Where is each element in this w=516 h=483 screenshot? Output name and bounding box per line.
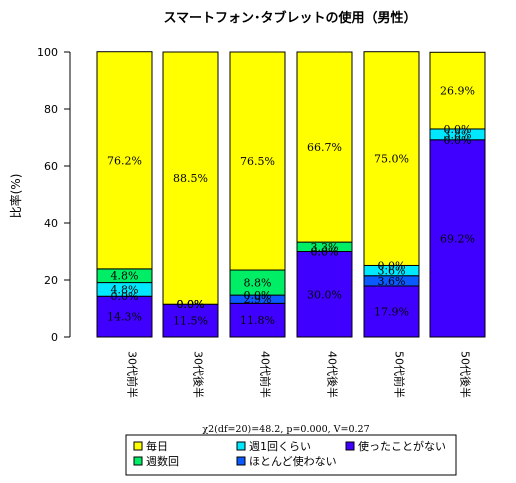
data-label: 4.8% (111, 283, 139, 296)
y-tick-label: 40 (44, 217, 58, 230)
y-tick-label: 80 (44, 103, 58, 116)
data-label: 3.3% (311, 241, 339, 254)
data-label: 11.5% (173, 315, 208, 328)
legend-swatch (133, 441, 143, 451)
chi-square-stat-text: χ2(df=20)=48.2, p=0.000, V=0.27 (202, 424, 369, 435)
data-label: 66.7% (307, 141, 342, 154)
bar-segment (162, 303, 219, 338)
legend-swatch (133, 456, 143, 466)
data-label: 0.0% (111, 290, 139, 303)
data-label: 2.9% (244, 293, 272, 306)
data-label: 14.3% (107, 311, 142, 324)
bar-segment (96, 51, 153, 270)
data-label: 0.0% (444, 123, 472, 136)
chart-title: スマートフォン･タブレットの使用（男性） (163, 10, 416, 26)
legend-label: ほとんど使わない (249, 455, 337, 468)
x-tick-label: 50代前半 (393, 351, 407, 398)
bar-segment (229, 51, 286, 271)
bar-segment (429, 51, 486, 130)
bar-segment (363, 51, 420, 266)
data-label: 0.0% (244, 289, 272, 302)
legend-swatch (236, 441, 246, 451)
data-label: 0.0% (311, 246, 339, 259)
data-label: 8.8% (244, 277, 272, 290)
data-labels-group: 14.3%0.0%4.8%4.8%76.2%11.5%0.0%0.0%0.0%8… (107, 85, 475, 328)
x-tick-label: 40代後半 (326, 351, 340, 398)
data-label: 0.0% (177, 298, 205, 311)
legend-label: 毎日 (146, 440, 168, 453)
data-label: 76.2% (107, 154, 142, 167)
data-label: 11.8% (240, 314, 275, 327)
data-label: 17.9% (374, 305, 409, 318)
x-tick-label: 50代後半 (459, 351, 473, 398)
legend-swatch (345, 441, 355, 451)
bar-segment (296, 51, 353, 243)
data-label: 0.0% (311, 246, 339, 259)
bar-segment (162, 51, 219, 305)
legend-swatch (236, 456, 246, 466)
y-tick-label: 20 (44, 274, 58, 287)
y-tick-label: 0 (51, 331, 58, 344)
y-axis: 0 20 40 60 80 100 (37, 46, 71, 344)
data-label: 4.8% (111, 270, 139, 283)
data-label: 26.9% (440, 85, 475, 98)
x-tick-label: 30代後半 (192, 351, 206, 398)
data-label: 69.2% (440, 232, 475, 245)
x-tick-label: 40代前半 (259, 351, 273, 398)
data-label: 3.6% (378, 265, 406, 278)
bar-segment (229, 269, 286, 296)
bar-segment (96, 295, 153, 338)
bars-group (96, 51, 486, 338)
x-tick-label: 30代前半 (126, 351, 140, 398)
data-label: 30.0% (307, 288, 342, 301)
data-label: 76.5% (240, 155, 275, 168)
y-tick-label: 60 (44, 160, 58, 173)
legend-label: 週1回くらい (249, 440, 311, 453)
x-tick-labels: 30代前半 30代後半 40代前半 40代後半 50代前半 50代後半 (126, 351, 473, 398)
bar-segment (296, 251, 353, 338)
data-label: 0.0% (177, 298, 205, 311)
data-label: 0.0% (444, 134, 472, 147)
legend-box (125, 434, 457, 476)
data-label: 3.8% (444, 128, 472, 141)
y-axis-label: 比率(%) (8, 174, 23, 219)
data-label: 0.0% (378, 259, 406, 272)
bar-segment (363, 285, 420, 338)
legend-label: 週数回 (146, 455, 179, 468)
legend-label: 使ったことがない (358, 439, 446, 453)
data-label: 88.5% (173, 172, 208, 185)
data-label: 0.0% (177, 298, 205, 311)
bar-segment (229, 302, 286, 338)
data-label: 75.0% (374, 153, 409, 166)
data-label: 3.6% (378, 275, 406, 288)
y-tick-label: 100 (37, 46, 58, 59)
